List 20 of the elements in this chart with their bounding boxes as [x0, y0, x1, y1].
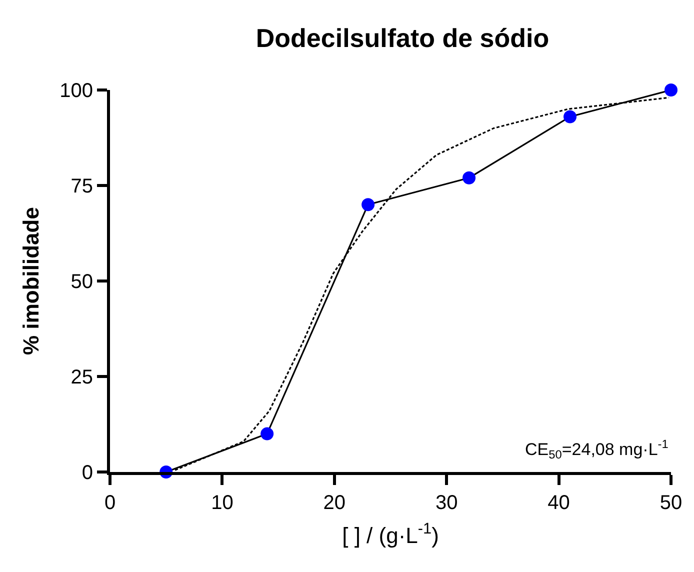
chart-title: Dodecilsulfato de sódio	[256, 22, 550, 53]
x-tick-label: 0	[104, 492, 116, 514]
x-axis-title: [ ] / (g·L$^{-1}$)	[342, 520, 439, 548]
point	[362, 198, 375, 212]
point	[564, 110, 577, 124]
x-tick-label: 50	[660, 492, 682, 514]
y-tick-label: 75	[70, 176, 93, 198]
y-tick-label: 0	[82, 462, 93, 484]
x-tick-label: 10	[211, 492, 234, 514]
y-tick-label: 25	[70, 366, 93, 388]
x-tick-label: 20	[323, 492, 346, 514]
y-tick-label: 100	[60, 80, 93, 102]
point	[260, 427, 274, 440]
x-tick-label: 40	[548, 492, 570, 514]
y-tick-label: 50	[70, 271, 93, 293]
x-tick-label: 30	[435, 492, 458, 514]
point	[664, 84, 678, 96]
point	[462, 171, 476, 184]
annotation: CE$_{50}$=24,08 mg·L$^{-1}$	[525, 437, 669, 462]
y-axis-title: % imobilidade	[18, 207, 44, 355]
